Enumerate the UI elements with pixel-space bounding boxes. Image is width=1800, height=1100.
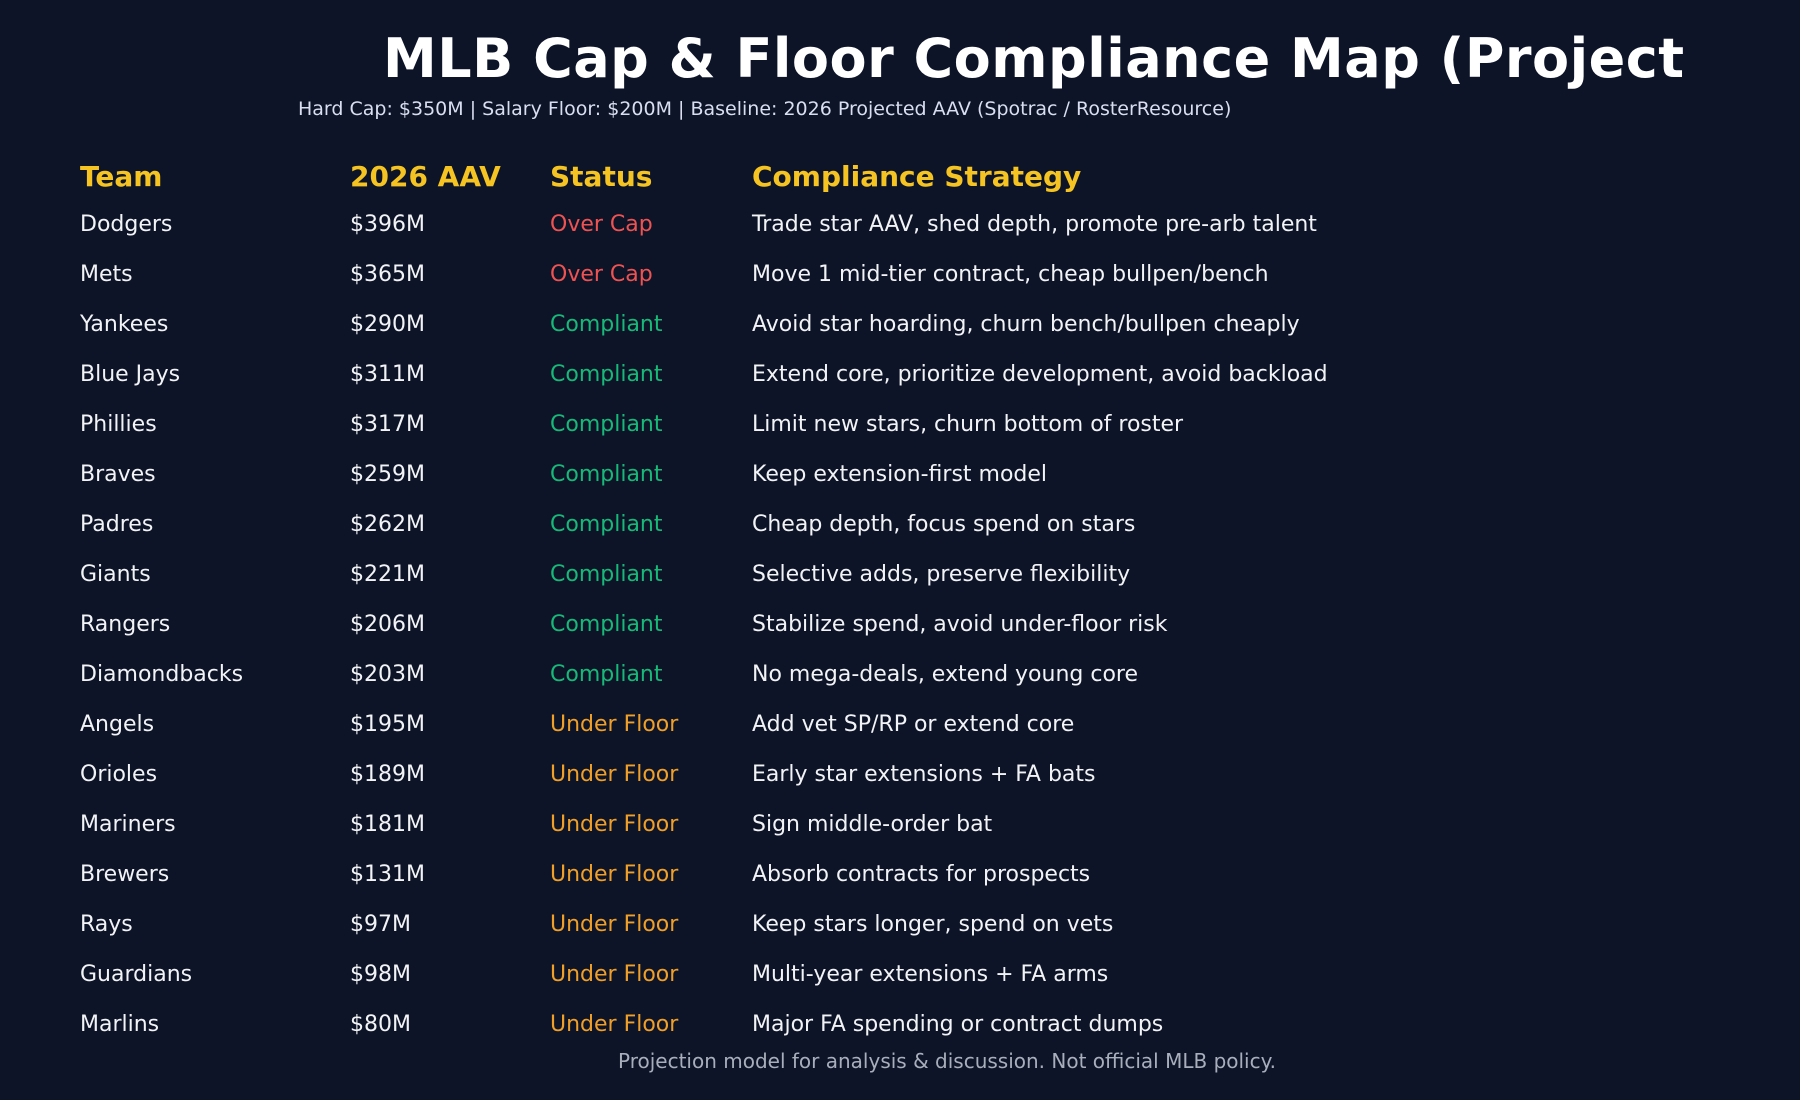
strategy-cell: No mega-deals, extend young core	[752, 661, 1139, 687]
table-header-row: Team 2026 AAV Status Compliance Strategy	[0, 151, 1800, 201]
aav-cell: $195M	[350, 711, 425, 737]
table-row: Blue Jays $311M Compliant Extend core, prio…	[0, 349, 1800, 399]
team-cell: Giants	[80, 561, 151, 587]
table-row: Phillies $317M Compliant Limit new stars, c…	[0, 399, 1800, 449]
status-cell: Under Floor	[550, 861, 679, 887]
team-cell: Padres	[80, 511, 154, 537]
aav-cell: $98M	[350, 961, 411, 987]
aav-cell: $311M	[350, 361, 425, 387]
footer-note: Projection model for analysis & discussi…	[618, 1049, 1276, 1073]
strategy-cell: Sign middle-order bat	[752, 811, 993, 837]
page-subtitle: Hard Cap: $350M | Salary Floor: $200M | …	[298, 98, 1232, 120]
aav-cell: $259M	[350, 461, 425, 487]
status-cell: Compliant	[550, 311, 663, 337]
status-cell: Compliant	[550, 611, 663, 637]
aav-cell: $317M	[350, 411, 425, 437]
strategy-cell: Multi-year extensions + FA arms	[752, 961, 1109, 987]
aav-cell: $189M	[350, 761, 425, 787]
aav-cell: $80M	[350, 1011, 411, 1037]
header-team: Team	[80, 159, 163, 193]
table-body: Dodgers $396M Over Cap Trade star AAV, shed…	[0, 199, 1800, 1049]
strategy-cell: Selective adds, preserve flexibility	[752, 561, 1131, 587]
aav-cell: $262M	[350, 511, 425, 537]
team-cell: Mariners	[80, 811, 176, 837]
table-row: Mariners $181M Under Floor Sign middle-orde…	[0, 799, 1800, 849]
table-row: Braves $259M Compliant Keep extension-first…	[0, 449, 1800, 499]
strategy-cell: Move 1 mid-tier contract, cheap bullpen/…	[752, 261, 1269, 287]
status-cell: Compliant	[550, 411, 663, 437]
page-title: MLB Cap & Floor Compliance Map (Project	[383, 27, 1685, 90]
aav-cell: $206M	[350, 611, 425, 637]
table-row: Diamondbacks $203M Compliant No mega-deals,…	[0, 649, 1800, 699]
table-row: Angels $195M Under Floor Add vet SP/RP or e…	[0, 699, 1800, 749]
header-strategy: Compliance Strategy	[752, 159, 1082, 193]
team-cell: Braves	[80, 461, 156, 487]
status-cell: Under Floor	[550, 961, 679, 987]
strategy-cell: Early star extensions + FA bats	[752, 761, 1096, 787]
table-row: Mets $365M Over Cap Move 1 mid-tier contrac…	[0, 249, 1800, 299]
team-cell: Rangers	[80, 611, 171, 637]
team-cell: Dodgers	[80, 211, 173, 237]
team-cell: Phillies	[80, 411, 157, 437]
aav-cell: $181M	[350, 811, 425, 837]
header-status: Status	[550, 159, 653, 193]
status-cell: Compliant	[550, 361, 663, 387]
team-cell: Guardians	[80, 961, 193, 987]
status-cell: Compliant	[550, 561, 663, 587]
table-row: Padres $262M Compliant Cheap depth, focus s…	[0, 499, 1800, 549]
status-cell: Compliant	[550, 511, 663, 537]
table-row: Brewers $131M Under Floor Absorb contracts …	[0, 849, 1800, 899]
table-row: Yankees $290M Compliant Avoid star hoarding…	[0, 299, 1800, 349]
table-row: Marlins $80M Under Floor Major FA spending …	[0, 999, 1800, 1049]
aav-cell: $365M	[350, 261, 425, 287]
team-cell: Rays	[80, 911, 133, 937]
team-cell: Yankees	[80, 311, 169, 337]
team-cell: Orioles	[80, 761, 158, 787]
status-cell: Under Floor	[550, 1011, 679, 1037]
status-cell: Under Floor	[550, 811, 679, 837]
table-row: Dodgers $396M Over Cap Trade star AAV, shed…	[0, 199, 1800, 249]
aav-cell: $131M	[350, 861, 425, 887]
status-cell: Over Cap	[550, 261, 653, 287]
header-aav: 2026 AAV	[350, 159, 501, 193]
strategy-cell: Stabilize spend, avoid under-floor risk	[752, 611, 1168, 637]
status-cell: Over Cap	[550, 211, 653, 237]
strategy-cell: Limit new stars, churn bottom of roster	[752, 411, 1184, 437]
strategy-cell: Keep extension-first model	[752, 461, 1048, 487]
status-cell: Under Floor	[550, 711, 679, 737]
team-cell: Marlins	[80, 1011, 160, 1037]
status-cell: Compliant	[550, 661, 663, 687]
team-cell: Mets	[80, 261, 133, 287]
aav-cell: $221M	[350, 561, 425, 587]
status-cell: Under Floor	[550, 761, 679, 787]
team-cell: Brewers	[80, 861, 170, 887]
strategy-cell: Absorb contracts for prospects	[752, 861, 1091, 887]
strategy-cell: Cheap depth, focus spend on stars	[752, 511, 1136, 537]
strategy-cell: Avoid star hoarding, churn bench/bullpen…	[752, 311, 1300, 337]
team-cell: Blue Jays	[80, 361, 181, 387]
strategy-cell: Extend core, prioritize development, avo…	[752, 361, 1328, 387]
strategy-cell: Major FA spending or contract dumps	[752, 1011, 1164, 1037]
strategy-cell: Trade star AAV, shed depth, promote pre-…	[752, 211, 1317, 237]
team-cell: Diamondbacks	[80, 661, 244, 687]
aav-cell: $203M	[350, 661, 425, 687]
table-row: Rangers $206M Compliant Stabilize spend, av…	[0, 599, 1800, 649]
table-row: Orioles $189M Under Floor Early star extens…	[0, 749, 1800, 799]
aav-cell: $290M	[350, 311, 425, 337]
aav-cell: $396M	[350, 211, 425, 237]
status-cell: Compliant	[550, 461, 663, 487]
table-row: Rays $97M Under Floor Keep stars longer, sp…	[0, 899, 1800, 949]
strategy-cell: Keep stars longer, spend on vets	[752, 911, 1114, 937]
aav-cell: $97M	[350, 911, 411, 937]
strategy-cell: Add vet SP/RP or extend core	[752, 711, 1075, 737]
team-cell: Angels	[80, 711, 155, 737]
status-cell: Under Floor	[550, 911, 679, 937]
table-row: Giants $221M Compliant Selective adds, pres…	[0, 549, 1800, 599]
table-row: Guardians $98M Under Floor Multi-year exten…	[0, 949, 1800, 999]
